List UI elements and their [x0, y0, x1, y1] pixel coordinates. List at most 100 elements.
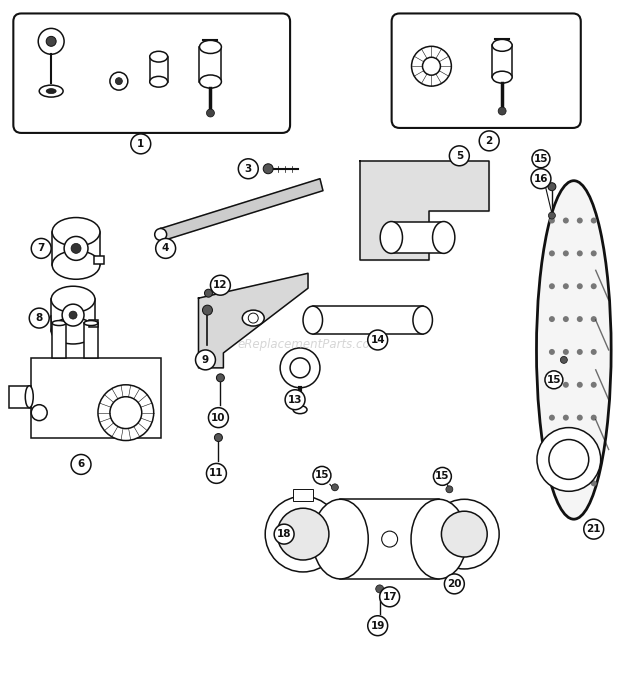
Circle shape	[332, 484, 339, 491]
Ellipse shape	[52, 250, 100, 279]
Ellipse shape	[200, 40, 221, 53]
Polygon shape	[360, 161, 489, 261]
Circle shape	[537, 427, 601, 491]
Ellipse shape	[84, 321, 98, 325]
Circle shape	[382, 531, 397, 547]
Circle shape	[548, 183, 556, 190]
Text: 15: 15	[315, 470, 329, 481]
Bar	[52, 232, 100, 265]
Text: 19: 19	[371, 621, 385, 630]
Circle shape	[285, 389, 305, 410]
Circle shape	[577, 382, 583, 387]
Bar	[94, 256, 104, 265]
Bar	[52, 323, 66, 358]
Circle shape	[71, 244, 81, 253]
Ellipse shape	[149, 76, 167, 87]
Circle shape	[445, 574, 464, 594]
Circle shape	[577, 448, 583, 454]
Circle shape	[46, 36, 56, 47]
Ellipse shape	[242, 310, 264, 326]
Ellipse shape	[492, 39, 512, 51]
Circle shape	[549, 212, 556, 219]
Text: 2: 2	[485, 136, 493, 146]
Circle shape	[203, 305, 213, 315]
Circle shape	[265, 496, 341, 572]
Text: 16: 16	[534, 173, 548, 184]
Circle shape	[376, 585, 384, 593]
Circle shape	[210, 275, 231, 295]
Text: eReplacementParts.com: eReplacementParts.com	[238, 338, 382, 352]
Circle shape	[549, 414, 555, 421]
Text: 10: 10	[211, 412, 226, 423]
Circle shape	[577, 284, 583, 289]
Bar	[200, 47, 221, 82]
Circle shape	[591, 316, 596, 322]
Text: 8: 8	[35, 313, 43, 323]
Text: 4: 4	[162, 244, 169, 253]
Circle shape	[280, 348, 320, 387]
Circle shape	[563, 250, 569, 256]
Circle shape	[433, 467, 451, 485]
Circle shape	[422, 57, 440, 75]
Circle shape	[549, 448, 555, 454]
Circle shape	[441, 511, 487, 557]
Ellipse shape	[536, 181, 611, 519]
Circle shape	[156, 238, 175, 259]
Circle shape	[591, 448, 596, 454]
Circle shape	[591, 481, 596, 486]
Circle shape	[115, 78, 122, 84]
Text: 21: 21	[587, 524, 601, 534]
Ellipse shape	[413, 306, 432, 334]
Circle shape	[98, 385, 154, 441]
Circle shape	[216, 374, 224, 382]
Circle shape	[560, 356, 567, 363]
Circle shape	[577, 217, 583, 223]
Circle shape	[549, 439, 589, 479]
Text: 3: 3	[245, 164, 252, 173]
Text: 15: 15	[547, 375, 561, 385]
Circle shape	[208, 408, 228, 427]
Circle shape	[563, 382, 569, 387]
Text: 1: 1	[137, 139, 144, 149]
Ellipse shape	[312, 500, 368, 579]
Circle shape	[563, 284, 569, 289]
Ellipse shape	[39, 85, 63, 97]
Circle shape	[290, 358, 310, 378]
Circle shape	[277, 508, 329, 560]
Circle shape	[563, 414, 569, 421]
Text: 6: 6	[78, 460, 85, 469]
Circle shape	[215, 433, 223, 441]
Circle shape	[549, 284, 555, 289]
Circle shape	[577, 414, 583, 421]
Bar	[492, 45, 512, 77]
Circle shape	[64, 236, 88, 261]
Circle shape	[412, 47, 451, 86]
Circle shape	[248, 313, 259, 323]
Circle shape	[577, 481, 583, 486]
Circle shape	[549, 316, 555, 322]
Ellipse shape	[149, 51, 167, 62]
Circle shape	[563, 316, 569, 322]
Ellipse shape	[52, 321, 66, 325]
Circle shape	[479, 131, 499, 151]
Bar	[391, 221, 444, 253]
FancyBboxPatch shape	[14, 14, 290, 133]
Circle shape	[563, 448, 569, 454]
Ellipse shape	[492, 71, 512, 83]
Circle shape	[577, 250, 583, 256]
Ellipse shape	[411, 500, 467, 579]
Ellipse shape	[200, 75, 221, 88]
Circle shape	[591, 217, 596, 223]
Circle shape	[549, 250, 555, 256]
Circle shape	[71, 454, 91, 475]
Circle shape	[446, 486, 453, 493]
Ellipse shape	[380, 221, 402, 253]
Ellipse shape	[51, 286, 95, 313]
Circle shape	[577, 316, 583, 322]
Circle shape	[563, 481, 569, 486]
Circle shape	[29, 308, 49, 328]
Text: 17: 17	[383, 592, 397, 602]
Bar	[31, 358, 161, 437]
Polygon shape	[198, 273, 308, 368]
Circle shape	[206, 109, 215, 117]
